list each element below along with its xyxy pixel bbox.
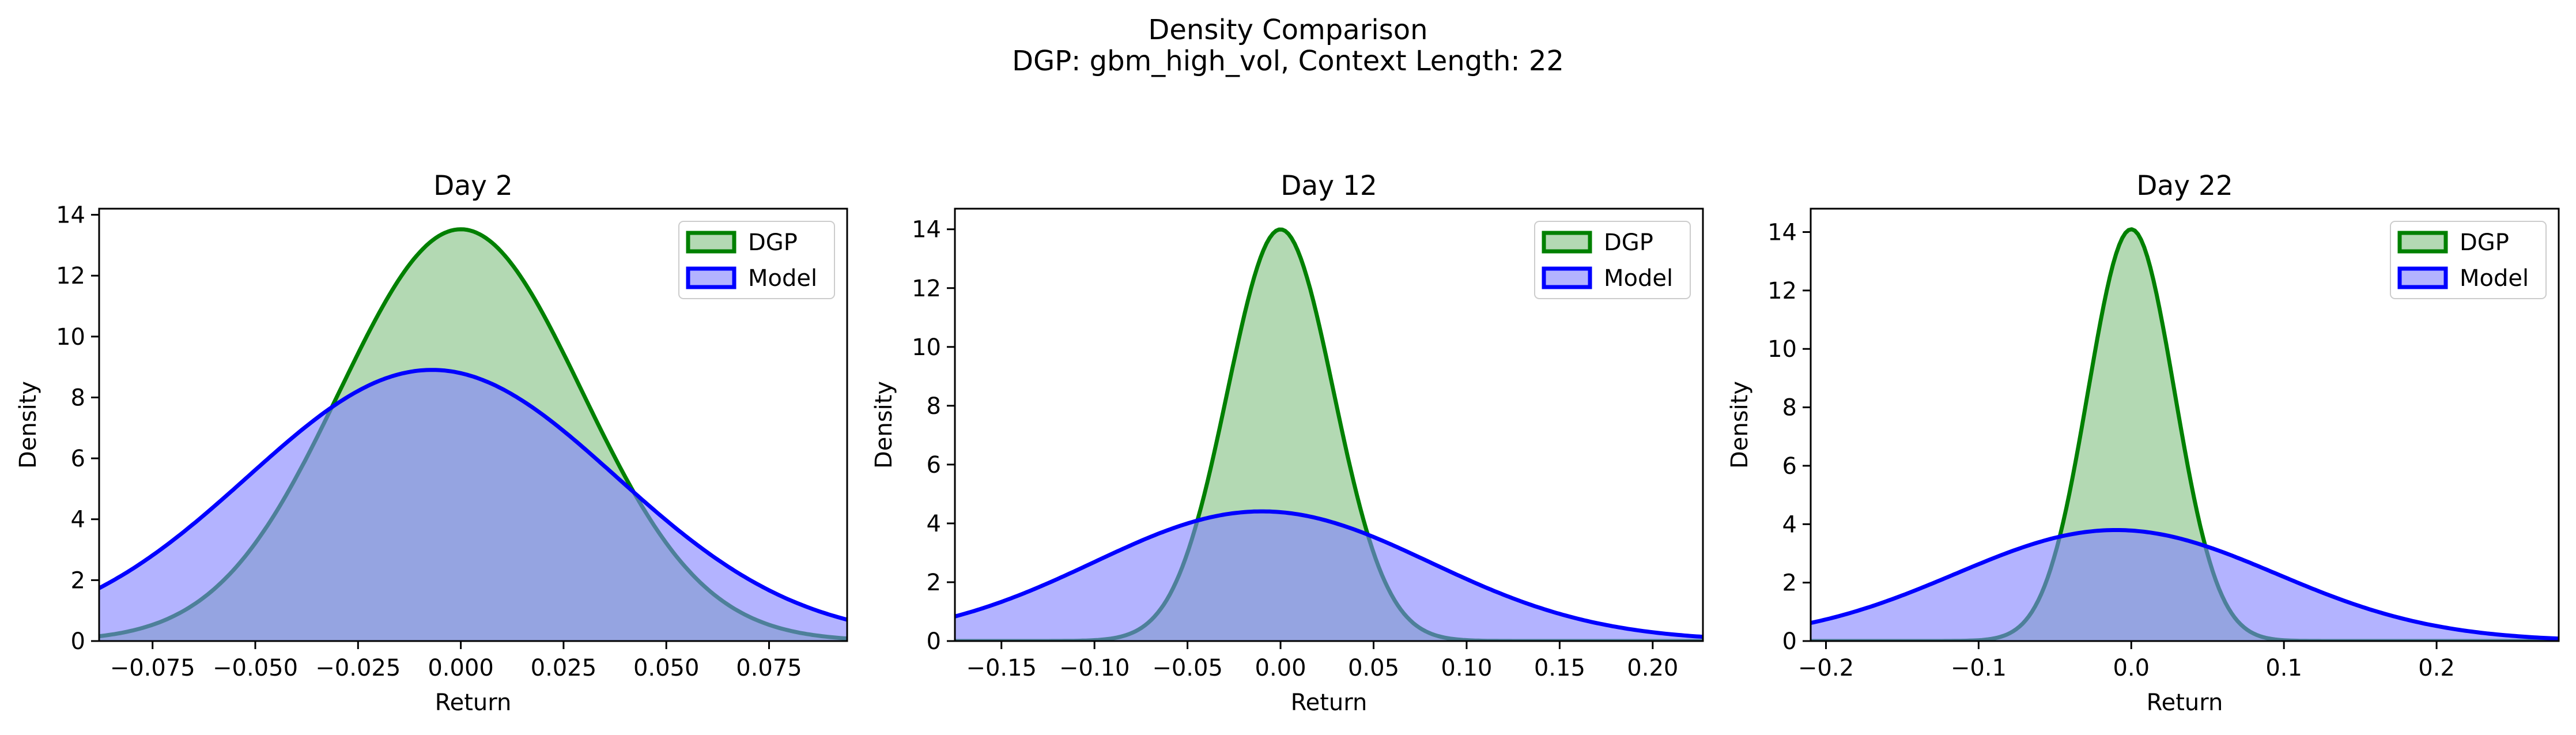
x-tick-label: −0.10 [1059,655,1130,681]
x-tick-label: 0.05 [1348,655,1399,681]
y-axis-label: Density [1727,381,1753,469]
y-tick-label: 2 [71,567,85,594]
model-legend-label: Model [1604,265,1673,292]
axes-frame [1810,208,2560,642]
y-tick-label: 14 [1767,220,1797,246]
legend: DGP Model [1534,221,1691,299]
model-density-line [99,368,847,622]
y-tick-label: 4 [1782,511,1797,538]
y-tick-label: 6 [71,446,85,472]
dgp-legend-label: DGP [748,229,798,256]
y-tick-label: 10 [1767,336,1797,363]
y-tick-label: 0 [927,628,941,655]
panel-title: Day 12 [1281,170,1377,202]
y-tick-label: 8 [71,385,85,411]
x-tick-label: 0.0 [2113,655,2150,681]
x-tick-label: −0.2 [1798,655,1854,681]
y-tick-label: 4 [71,507,85,533]
y-tick-label: 10 [56,324,85,350]
figure-subtitle: DGP: gbm_high_vol, Context Length: 22 [1012,45,1564,77]
x-tick-label: 0.075 [736,655,802,681]
y-tick-label: 12 [912,276,941,302]
y-tick-label: 8 [927,393,941,420]
y-tick-label: 0 [71,628,85,655]
y-tick-label: 6 [1782,453,1797,480]
legend: DGP Model [678,221,835,299]
x-tick-label: 0.000 [428,655,494,681]
axes-frame [954,208,1704,642]
dgp-density-area [955,229,1703,641]
x-tick-label: −0.025 [315,655,401,681]
model-legend-swatch [686,266,736,289]
x-tick-label: −0.1 [1951,655,2007,681]
legend: DGP Model [2390,221,2547,299]
x-tick-label: 0.050 [633,655,700,681]
x-axis-label: Return [1291,689,1368,716]
y-tick-label: 14 [56,202,85,229]
y-axis-label: Density [871,381,897,469]
axes-frame [98,208,848,642]
x-tick-label: 0.00 [1255,655,1306,681]
panel-day-2: −0.075 −0.050 −0.025 0.000 0.025 0.050 0.075 0 2… [15,170,848,716]
panel-day-22: −0.2 −0.1 0.0 0.1 0.2 0 2 4 6 8 10 12 14 Day 22 Return… [1727,170,2560,716]
x-axis-label: Return [435,689,512,716]
y-tick-label: 0 [1782,628,1797,655]
y-tick-label: 12 [1767,278,1797,304]
panel-day-12: −0.15 −0.10 −0.05 0.00 0.05 0.10 0.15 0.20 0 2 4 6 8… [871,170,1704,716]
dgp-legend-label: DGP [1604,229,1653,256]
dgp-legend-label: DGP [2460,229,2509,256]
dgp-density-line [1811,227,2559,641]
x-axis-label: Return [2147,689,2223,716]
x-tick-label: −0.15 [966,655,1037,681]
x-tick-label: 0.15 [1534,655,1585,681]
y-tick-label: 4 [927,511,941,537]
model-density-area [99,370,847,641]
y-tick-label: 8 [1782,395,1797,421]
x-tick-label: 0.1 [2265,655,2302,681]
x-tick-label: 0.2 [2418,655,2455,681]
model-legend-swatch [1542,266,1592,289]
x-tick-label: 0.10 [1441,655,1492,681]
x-tick-label: 0.20 [1627,655,1678,681]
model-legend-label: Model [748,265,817,292]
panel-title: Day 22 [2136,170,2233,202]
y-tick-label: 6 [927,452,941,478]
model-legend-swatch [2397,266,2448,289]
figure-title: Density Comparison [1148,14,1428,46]
model-density-line [955,509,1703,639]
y-tick-label: 2 [927,570,941,596]
model-density-line [1811,528,2559,641]
x-tick-label: −0.050 [213,655,298,681]
x-tick-label: 0.025 [531,655,597,681]
x-tick-label: −0.075 [110,655,195,681]
model-density-area [955,511,1703,641]
dgp-legend-swatch [1542,231,1592,254]
y-tick-label: 14 [912,217,941,243]
y-tick-label: 12 [56,263,85,289]
dgp-legend-swatch [2397,231,2448,254]
x-tick-label: −0.05 [1152,655,1223,681]
model-legend-label: Model [2460,265,2529,292]
y-tick-label: 2 [1782,570,1797,597]
y-tick-label: 10 [912,334,941,361]
dgp-legend-swatch [686,231,736,254]
panel-title: Day 2 [433,170,513,202]
y-axis-label: Density [15,381,41,469]
